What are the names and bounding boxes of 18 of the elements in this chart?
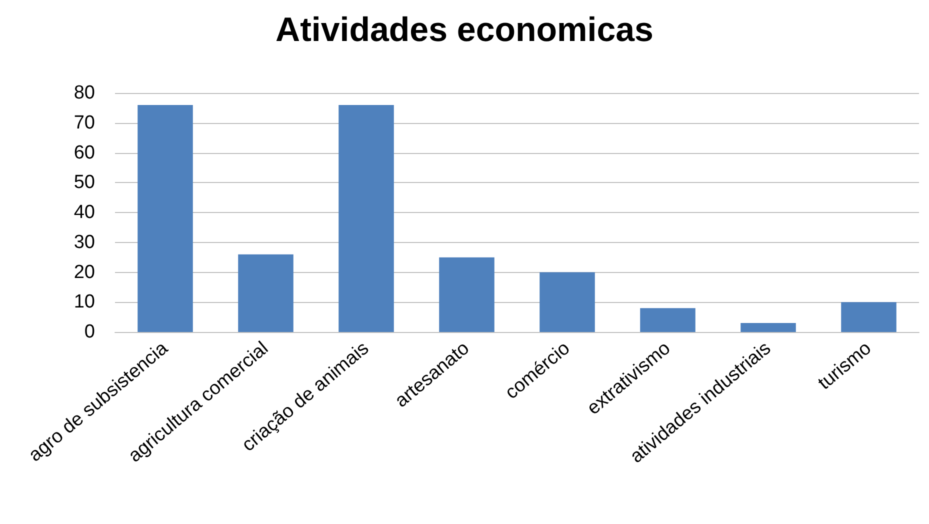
y-tick-label: 70: [74, 112, 95, 134]
y-tick-label: 20: [74, 262, 95, 283]
bar: [338, 104, 394, 332]
bar: [640, 308, 696, 332]
chart-title: Atividades economicas: [276, 11, 654, 49]
y-tick-label: 40: [74, 202, 95, 223]
bar: [540, 272, 595, 332]
bar: [138, 104, 193, 332]
bar: [238, 254, 294, 332]
y-tick-label: 0: [84, 322, 95, 342]
bar: [439, 257, 494, 332]
y-tick-label: 60: [74, 142, 95, 164]
bar: [740, 323, 796, 332]
y-tick-label: 50: [74, 172, 95, 194]
y-tick-label: 80: [74, 82, 95, 104]
bar: [841, 302, 896, 332]
y-tick-label: 30: [74, 232, 95, 253]
y-tick-label: 10: [74, 292, 95, 313]
